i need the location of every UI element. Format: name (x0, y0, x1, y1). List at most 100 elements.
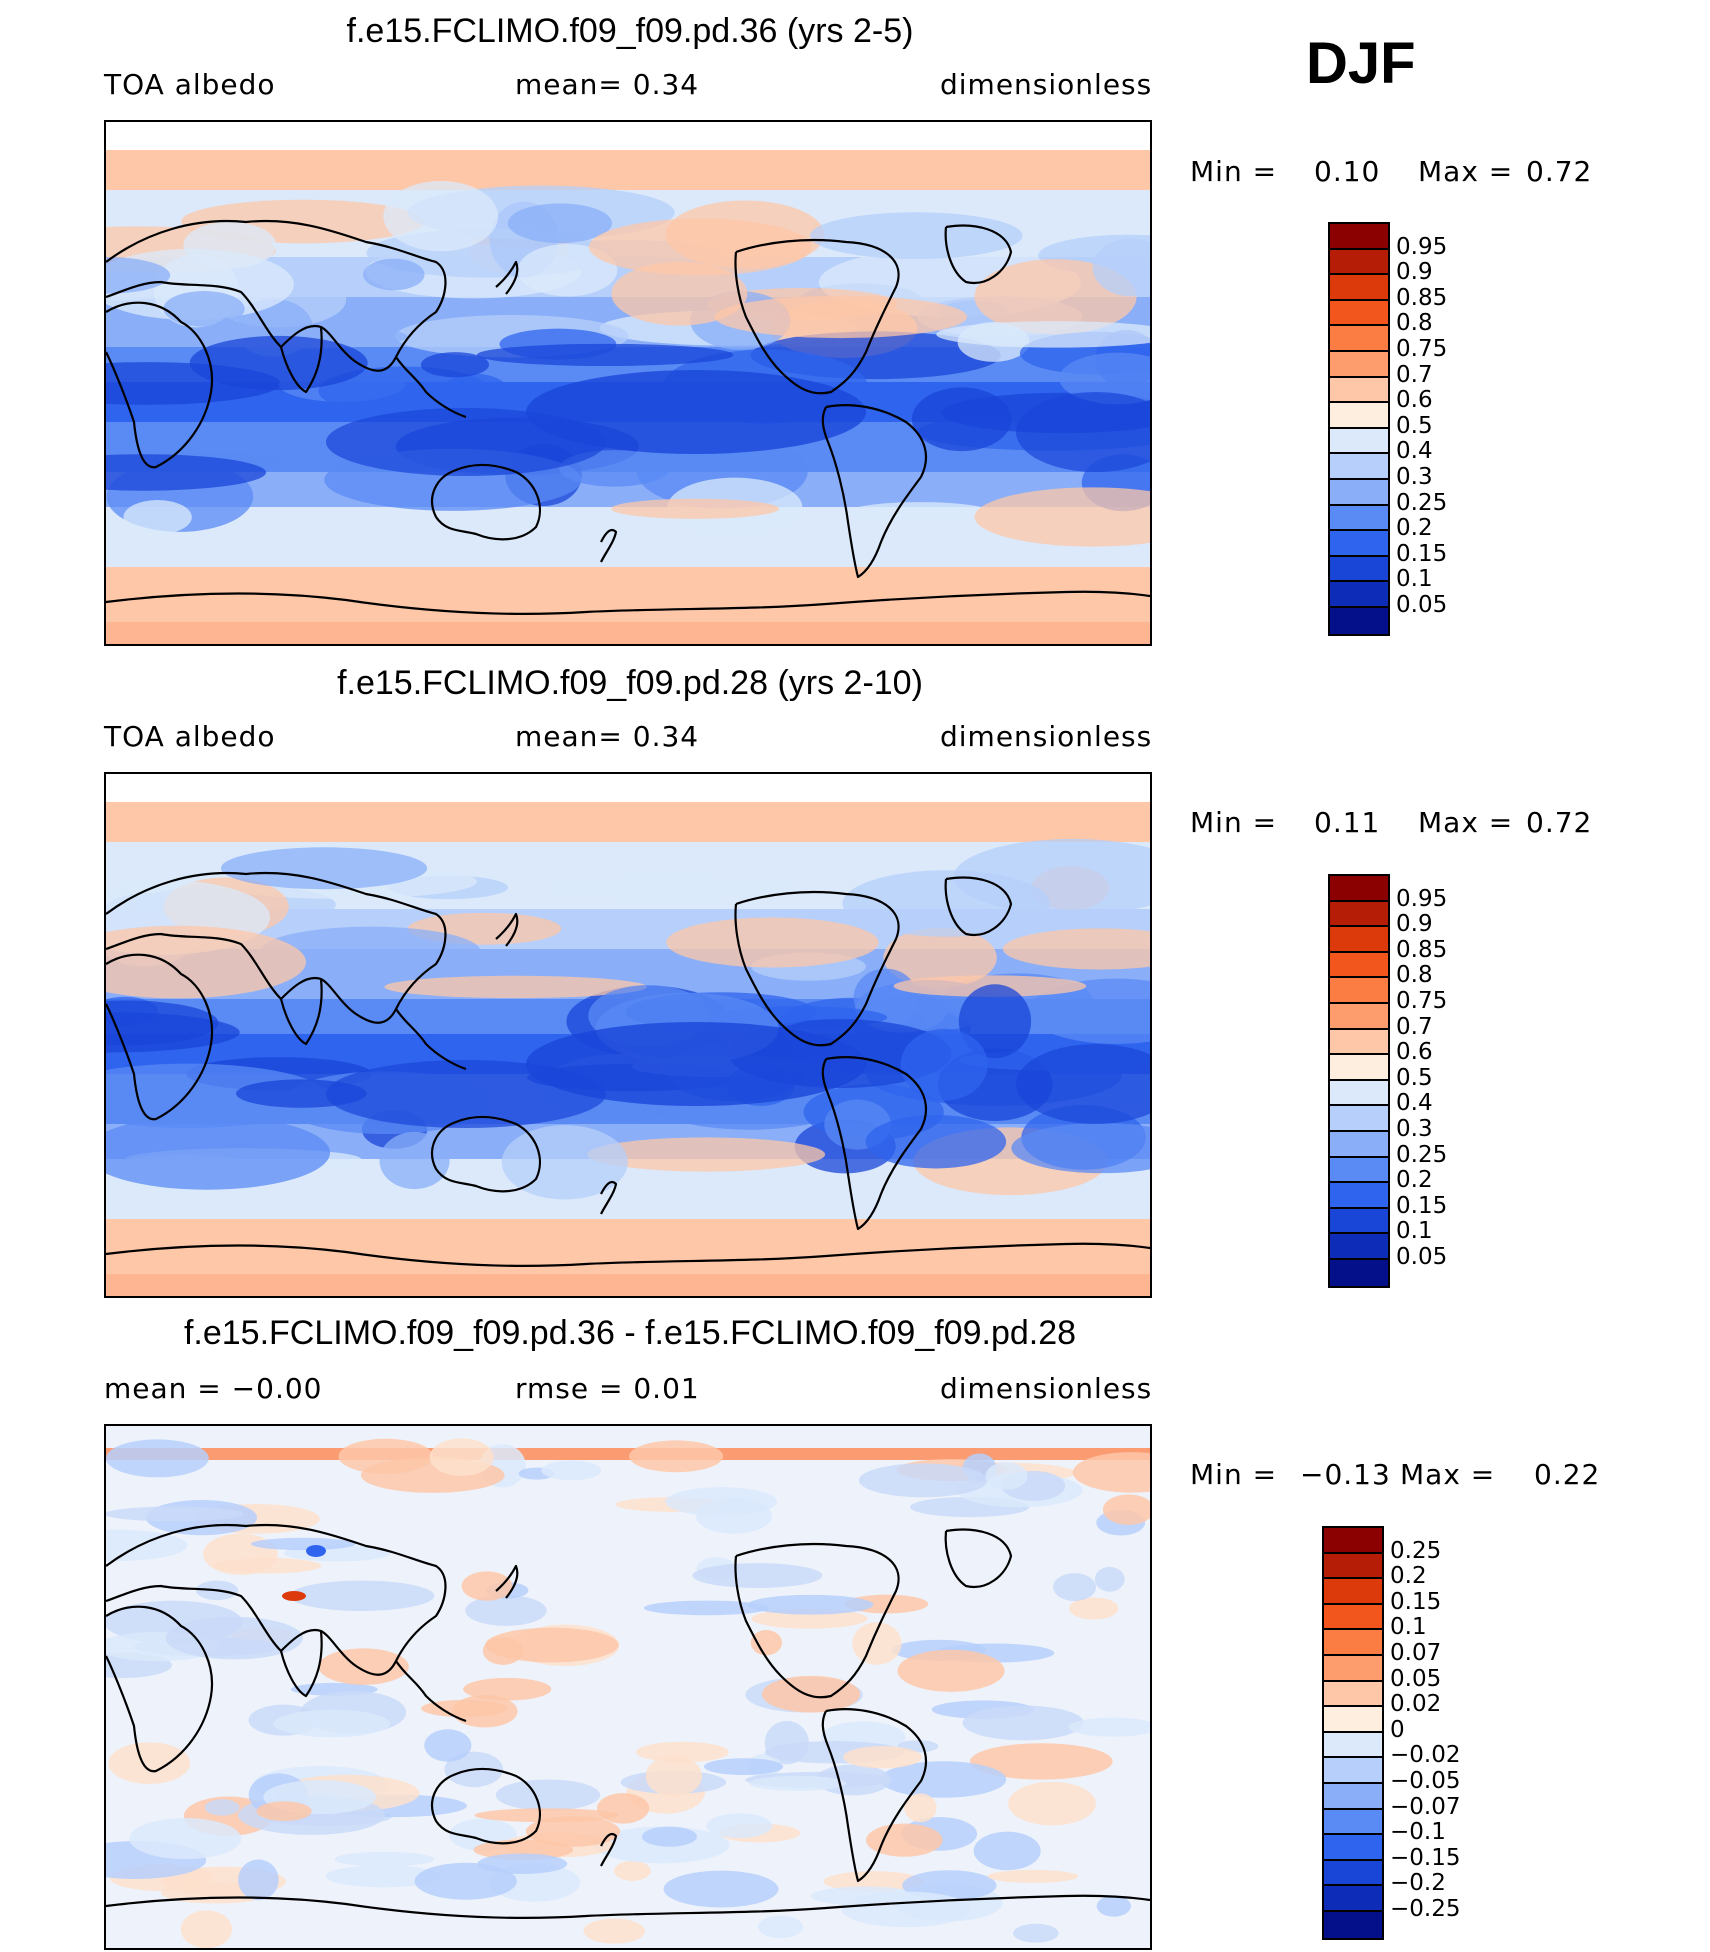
diff-blob (706, 1813, 773, 1839)
contour-blob (106, 1063, 328, 1128)
coastline-africa (106, 1605, 214, 1773)
colorbar-swatch (1324, 1835, 1382, 1861)
diff-blob (692, 1563, 823, 1589)
diff-blob (1013, 1923, 1059, 1943)
coastline-antarctica (106, 590, 1150, 616)
colorbar-swatch (1324, 1758, 1382, 1784)
coastline-eurasia (106, 219, 447, 372)
colorbar-swatch (1324, 1783, 1382, 1810)
coastline-greenland (944, 1528, 1013, 1589)
colorbar-swatch (1324, 1732, 1382, 1759)
diff-blob (106, 1506, 244, 1522)
contour-blob (587, 1137, 826, 1172)
diff-blob (1069, 1597, 1119, 1620)
colorbar-tick-label: −0.05 (1390, 1768, 1461, 1794)
diff-blob (629, 1440, 724, 1473)
diff-blob (1094, 1566, 1125, 1592)
colorbar-swatch (1324, 1579, 1382, 1605)
diff-blob (282, 1591, 306, 1601)
colorbar-swatch (1330, 978, 1388, 1004)
colorbar-tick-label: 0.1 (1390, 1614, 1427, 1641)
coastline-africa (106, 301, 214, 469)
diff-blob (1102, 1494, 1150, 1525)
contour-blob (1016, 392, 1150, 472)
colorbar-swatch (1330, 275, 1388, 301)
colorbar-tick-label: 0.05 (1396, 1244, 1448, 1270)
contour-blob (379, 1131, 450, 1190)
diff-blob (643, 1600, 770, 1616)
coastline-japan (495, 1564, 519, 1599)
contour-blob (420, 352, 490, 378)
coastline-nzealand (600, 1832, 618, 1867)
contour-blob (542, 875, 796, 901)
colorbar-swatch (1330, 377, 1388, 404)
contour-blob (384, 975, 647, 999)
colorbar-swatch (1330, 403, 1388, 429)
diff-blob (750, 1629, 783, 1656)
diff-blob (289, 1580, 435, 1611)
colorbar-swatch (1324, 1707, 1382, 1733)
diff-blob (251, 1537, 356, 1551)
colorbar-tick-label: 0.15 (1390, 1588, 1442, 1615)
contour-blob (666, 917, 879, 968)
contour-fill-layer (106, 122, 1150, 644)
colorbar-swatch (1330, 351, 1388, 378)
contour-blob (1016, 1044, 1150, 1124)
colorbar-tick-label: 0.6 (1396, 387, 1433, 414)
colorbar-tick-label: 0.4 (1396, 438, 1433, 465)
diff-blob (213, 1557, 322, 1574)
diff-blob (841, 1891, 971, 1928)
albedo-band (106, 622, 1150, 644)
contour-blob (517, 243, 618, 297)
season-label: DJF (1306, 31, 1416, 96)
colorbar-tick-label: 0.4 (1396, 1090, 1433, 1117)
colorbar-tick-label: −0.02 (1390, 1742, 1461, 1769)
contour-blob (974, 487, 1150, 547)
colorbar-swatches (1328, 874, 1390, 1288)
colorbar-swatch (1324, 1528, 1382, 1554)
colorbar-tick-label: 0.95 (1396, 233, 1448, 260)
colorbar-tick-label: 0.07 (1390, 1640, 1442, 1666)
map-plot (104, 772, 1152, 1298)
map-field (106, 122, 1150, 644)
coastline-antarctica (106, 1242, 1150, 1268)
contour-blob (507, 203, 612, 244)
diff-blob (106, 1439, 209, 1478)
colorbar-tick-label: 0.25 (1396, 1141, 1448, 1168)
diff-blob (858, 1463, 988, 1498)
coastline-northamerica (734, 1542, 900, 1699)
colorbar-swatches (1322, 1526, 1384, 1940)
diff-blob (852, 1622, 902, 1665)
colorbar-swatch (1324, 1630, 1382, 1656)
diff-blob (973, 1831, 1041, 1871)
colorbar-tick-label: 0.6 (1396, 1039, 1433, 1066)
contour-fill-layer (106, 774, 1150, 1296)
colorbar-swatch (1330, 454, 1388, 480)
min-value: 0.11 (1314, 806, 1381, 839)
colorbar-swatch (1324, 1604, 1382, 1631)
colorbar-tick-label: −0.15 (1390, 1844, 1461, 1871)
colorbar-swatch (1330, 927, 1388, 953)
colorbar-tick-label: 0.25 (1396, 489, 1448, 516)
colorbar-swatch (1324, 1911, 1382, 1938)
coastline-southamerica (821, 1056, 928, 1231)
colorbar-swatch (1330, 479, 1388, 506)
albedo-band (106, 122, 1150, 150)
colorbar-tick-label: 0.3 (1396, 464, 1433, 490)
diff-blob (1053, 1573, 1097, 1602)
contour-blob (809, 212, 1023, 260)
diff-blob (703, 1758, 784, 1776)
min-label: Min = (1190, 1458, 1278, 1491)
coastline-seasia (395, 1008, 467, 1071)
contour-blob (318, 366, 490, 416)
units-label: dimensionless (940, 1372, 1153, 1405)
contour-blob (865, 1114, 1007, 1169)
colorbar-tick-label: 0.5 (1396, 1064, 1433, 1091)
min-value: 0.10 (1314, 155, 1381, 188)
colorbar-tick-label: 0.75 (1396, 336, 1448, 362)
max-value: 0.72 (1526, 155, 1593, 188)
colorbar-tick-label: 0.2 (1396, 1167, 1433, 1194)
coastline-layer (106, 219, 1150, 616)
contour-blob (383, 180, 499, 252)
albedo-band (106, 1274, 1150, 1296)
